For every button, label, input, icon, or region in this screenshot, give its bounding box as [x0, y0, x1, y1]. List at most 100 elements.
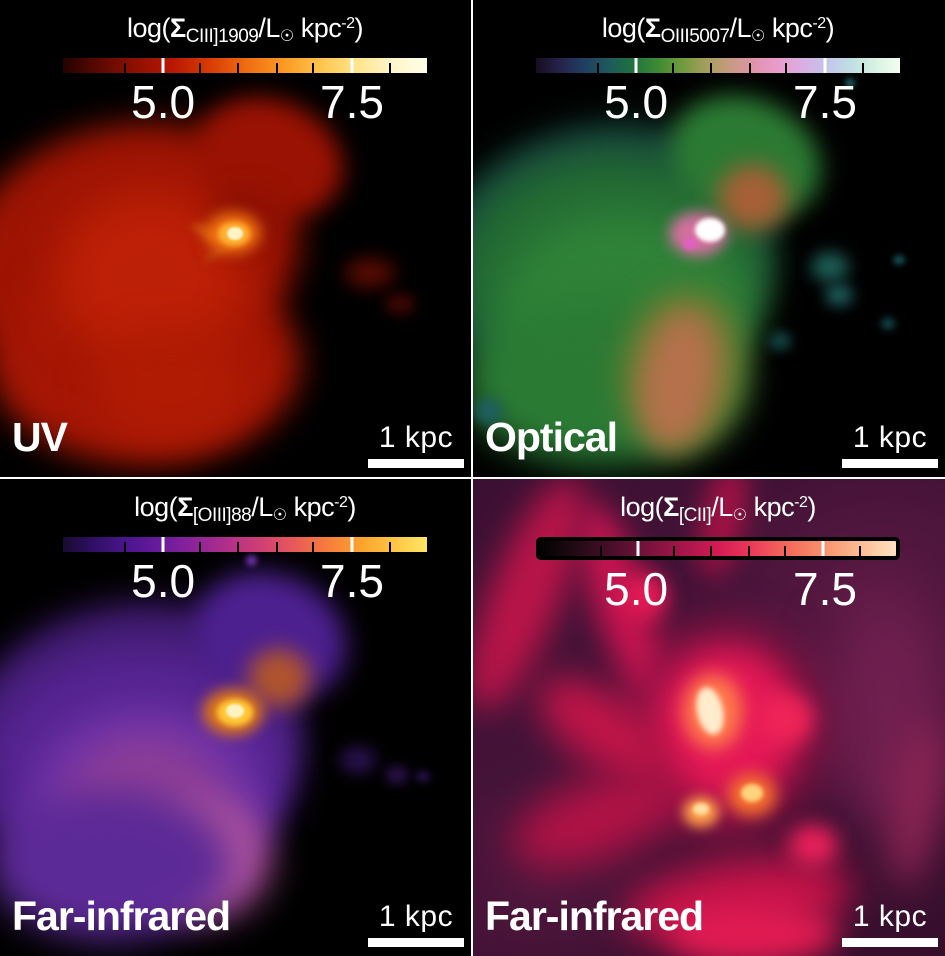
emission-region	[0, 789, 230, 939]
tick-label-low: 5.0	[604, 563, 669, 615]
scale-label: 1 kpc	[852, 421, 928, 454]
colorbar-minor-tick	[710, 62, 713, 76]
colorbar-minor-tick	[599, 545, 602, 559]
tick-label-high: 7.5	[320, 76, 384, 128]
label-part: /L	[251, 492, 273, 522]
exponent: -2	[794, 494, 808, 511]
colorbar-minor-tick	[237, 62, 240, 76]
label-part: log(	[134, 492, 178, 522]
exponent: -2	[341, 15, 355, 32]
gas-filament	[668, 904, 838, 956]
emission-clump	[416, 771, 430, 782]
panel-uv-ciii1909: log(ΣCIII]1909/L☉ kpc-2) 5.0 7.5 UV 1 kp…	[0, 0, 471, 477]
colorbar-title: log(Σ[OIII]88/L☉ kpc-2)	[63, 488, 427, 531]
colorbar-minor-tick	[198, 62, 201, 76]
colorbar-tick-labels: 5.0 7.5	[63, 73, 427, 128]
gas-knot	[788, 824, 838, 866]
emission-clump	[340, 747, 376, 773]
colorbar-minor-tick	[124, 541, 127, 555]
tick-label-low: 5.0	[131, 76, 196, 128]
label-part: /L	[258, 13, 280, 43]
colorbar-minor-tick	[783, 545, 786, 559]
emission-clump	[475, 398, 503, 424]
label-part: log(	[127, 13, 171, 43]
label-part: kpc	[764, 13, 813, 43]
emission-region	[248, 649, 310, 707]
colorbar-minor-tick	[785, 62, 788, 76]
colorbar-major-tick	[161, 537, 165, 552]
line-name: OIII5007	[660, 26, 730, 47]
emission-clump	[893, 255, 905, 265]
galaxy-map-fir-oiii88	[0, 479, 471, 956]
label-part: )	[347, 492, 356, 522]
emission-region	[95, 330, 245, 440]
label-part: )	[825, 13, 835, 43]
sigma-symbol: Σ	[177, 492, 193, 522]
line-name: CIII]1909	[185, 26, 259, 47]
exponent: -2	[812, 15, 826, 32]
emission-clump	[769, 332, 791, 350]
band-label-uv: UV	[12, 414, 68, 460]
scale-line	[368, 459, 464, 468]
scale-bar: 1 kpc	[368, 421, 464, 468]
panel-fir-oiii88: log(Σ[OIII]88/L☉ kpc-2) 5.0 7.5 Far-infr…	[0, 479, 471, 956]
label-part: /L	[729, 13, 752, 43]
emission-clump	[811, 252, 849, 282]
label-part: kpc	[286, 492, 335, 522]
colorbar-optical: log(ΣOIII5007/L☉ kpc-2) 5.0 7.5	[536, 0, 900, 128]
colorbar-tick-labels: 5.0 7.5	[536, 73, 900, 128]
colorbar-major-tick	[634, 58, 638, 73]
colorbar-minor-tick	[388, 62, 391, 76]
exponent: -2	[334, 494, 348, 511]
scale-line	[842, 938, 938, 947]
band-label-fir-cii: Far-infrared	[485, 893, 704, 939]
colorbar-fir-oiii88: log(Σ[OIII]88/L☉ kpc-2) 5.0 7.5	[63, 479, 427, 607]
panel-fir-cii: log(Σ[CII]/L☉ kpc-2) 5.0 7.5 Far-infrare…	[473, 479, 945, 956]
colorbar-gradient	[63, 537, 427, 555]
colorbar-minor-tick	[858, 545, 861, 559]
emission-clump	[246, 555, 257, 566]
colorbar-minor-tick	[671, 62, 674, 76]
colorbar-tick-labels: 5.0 7.5	[63, 552, 427, 607]
tick-label-high: 7.5	[793, 76, 857, 128]
galaxy-nucleus-core	[226, 704, 244, 718]
tick-label-low: 5.0	[604, 76, 669, 128]
label-part: kpc	[293, 13, 342, 43]
scale-line	[842, 459, 938, 468]
scale-label: 1 kpc	[852, 900, 928, 933]
emission-region	[385, 295, 415, 313]
sun-symbol: ☉	[279, 28, 294, 45]
sigma-symbol: Σ	[170, 13, 186, 43]
emission-clump	[386, 767, 408, 783]
colorbar-gradient	[536, 537, 900, 560]
emission-clump	[881, 318, 895, 329]
galaxy-nucleus-core	[695, 218, 725, 242]
colorbar-major-tick	[350, 537, 354, 552]
band-label-fir-oiii88: Far-infrared	[12, 893, 231, 939]
band-label-optical: Optical	[485, 414, 618, 460]
emission-region	[683, 238, 697, 250]
scale-bar: 1 kpc	[368, 900, 464, 947]
colorbar-minor-tick	[597, 62, 600, 76]
colorbar-uv: log(ΣCIII]1909/L☉ kpc-2) 5.0 7.5	[63, 0, 427, 128]
gas-knot	[623, 574, 668, 619]
colorbar-minor-tick	[672, 545, 675, 559]
galaxy-map-uv	[0, 0, 471, 477]
colorbar-major-tick	[823, 58, 827, 73]
colorbar-major-tick	[161, 58, 165, 73]
line-name: [CII]	[678, 505, 712, 526]
gas-knot-core	[693, 803, 709, 815]
emission-clump	[825, 284, 853, 306]
colorbar-major-tick	[636, 541, 640, 556]
emission-region	[718, 165, 788, 230]
colorbar-minor-tick	[312, 541, 315, 555]
label-part: log(	[620, 492, 664, 522]
colorbar-minor-tick	[710, 545, 713, 559]
emission-clump	[845, 78, 855, 88]
scale-label: 1 kpc	[378, 900, 454, 933]
gas-knot-core	[741, 784, 763, 802]
colorbar-gradient	[536, 58, 900, 76]
gas-knot	[758, 694, 813, 744]
colorbar-fir-cii: log(Σ[CII]/L☉ kpc-2) 5.0 7.5	[536, 479, 900, 615]
scale-label: 1 kpc	[378, 421, 454, 454]
